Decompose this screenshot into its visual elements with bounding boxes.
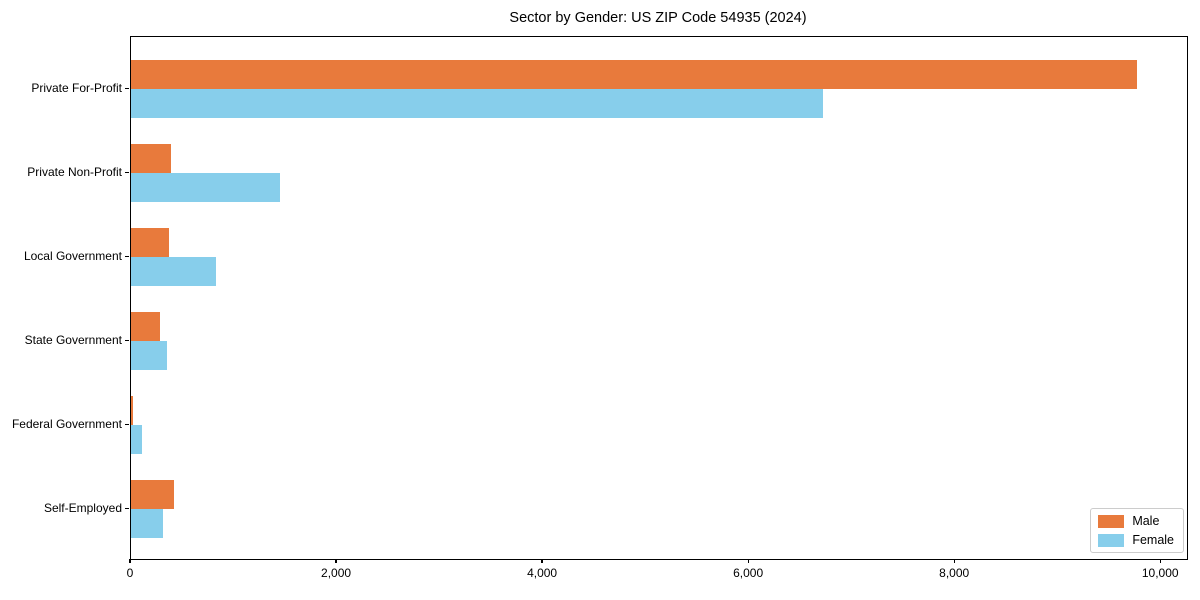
y-tick [125, 256, 129, 258]
x-tick [1159, 559, 1161, 563]
legend-label-male: Male [1132, 514, 1160, 528]
bar-male-state-government [131, 312, 160, 341]
y-tick-label: Self-Employed [43, 501, 122, 515]
bar-female-state-government [131, 341, 168, 370]
y-tick-label: State Government [24, 333, 122, 347]
male-series-swatch [1098, 514, 1125, 528]
chart-title: Sector by Gender: US ZIP Code 54935 (202… [509, 10, 807, 26]
bar-male-federal-government [131, 396, 133, 425]
bar-female-federal-government [131, 425, 142, 454]
y-tick [125, 424, 129, 426]
x-tick [335, 559, 337, 563]
x-tick-label: 0 [126, 566, 134, 580]
bar-male-local-government [131, 228, 169, 257]
y-tick-label: Private For-Profit [31, 81, 122, 95]
bar-male-private-non-profit [131, 144, 172, 173]
female-series-swatch [1098, 533, 1125, 547]
x-tick-label: 10,000 [1141, 566, 1179, 580]
x-tick-label: 8,000 [939, 566, 970, 580]
x-tick [129, 559, 131, 563]
x-tick-label: 4,000 [527, 566, 558, 580]
bar-female-private-non-profit [131, 173, 281, 202]
bar-female-private-for-profit [131, 89, 824, 118]
y-tick-label: Private Non-Profit [27, 165, 122, 179]
y-tick [125, 172, 129, 174]
legend-item-female: Female [1098, 533, 1174, 547]
x-tick [541, 559, 543, 563]
y-tick [125, 508, 129, 510]
bar-male-self-employed [131, 480, 174, 509]
legend-item-male: Male [1098, 514, 1174, 528]
y-tick [125, 88, 129, 90]
x-tick-label: 6,000 [733, 566, 764, 580]
y-tick-label: Local Government [23, 249, 122, 263]
bar-male-private-for-profit [131, 60, 1137, 89]
y-tick [125, 340, 129, 342]
x-tick-label: 2,000 [321, 566, 352, 580]
legend: Male Female [1090, 508, 1184, 553]
y-tick-label: Federal Government [11, 417, 122, 431]
bar-female-local-government [131, 257, 216, 286]
x-tick [747, 559, 749, 563]
legend-label-female: Female [1132, 533, 1174, 547]
plot-area [130, 36, 1188, 560]
x-tick [953, 559, 955, 563]
bar-female-self-employed [131, 509, 164, 538]
